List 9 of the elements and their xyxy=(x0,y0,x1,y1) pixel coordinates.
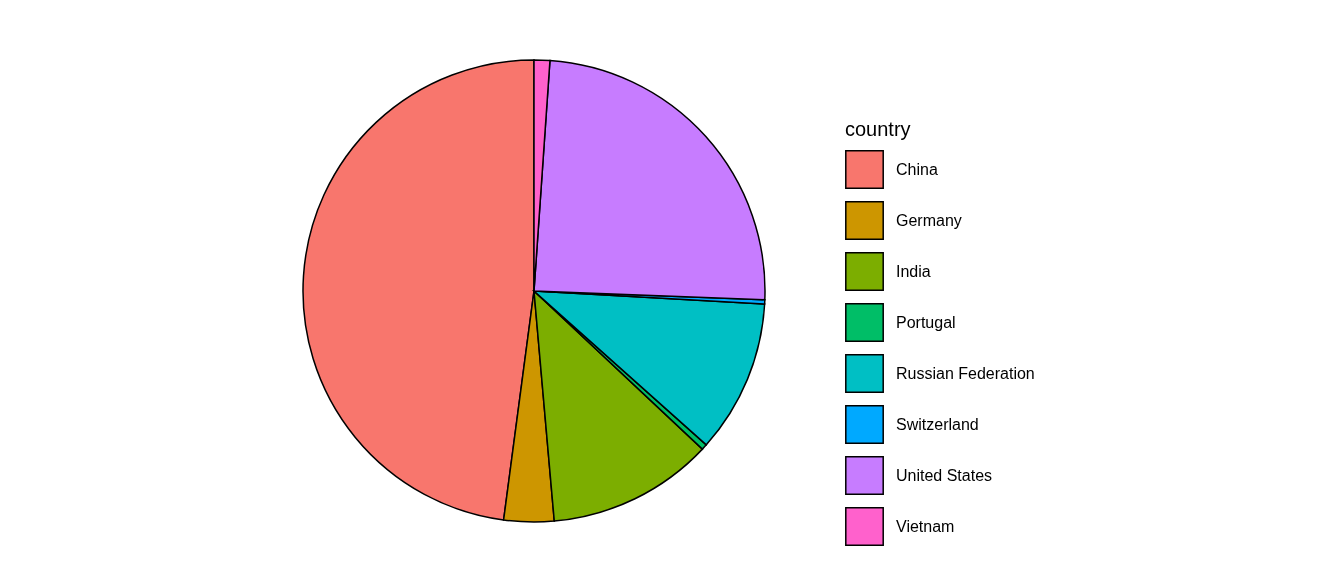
legend-label: United States xyxy=(896,466,993,484)
legend-label: Vietnam xyxy=(896,517,955,535)
legend-title: country xyxy=(845,118,911,140)
legend-label: Russian Federation xyxy=(896,364,1035,382)
legend-label: Switzerland xyxy=(896,415,979,433)
legend-label: China xyxy=(896,160,938,178)
legend-label: Portugal xyxy=(896,313,956,331)
legend-label: India xyxy=(896,262,931,280)
legend-label: Germany xyxy=(896,211,962,229)
